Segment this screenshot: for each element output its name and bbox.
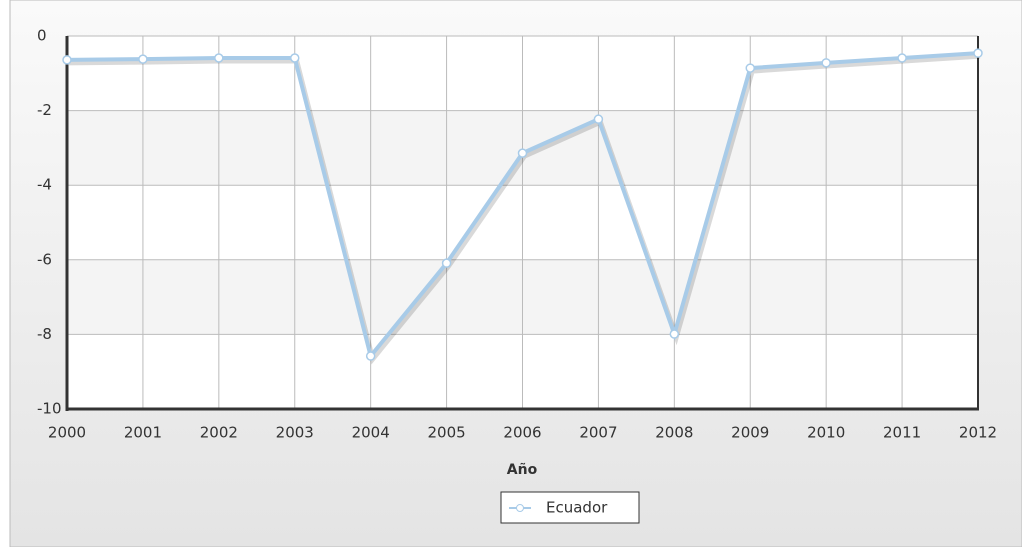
x-tick-label: 2012 — [959, 424, 997, 442]
y-tick-label: -4 — [37, 176, 52, 194]
point — [365, 351, 376, 361]
point — [214, 53, 224, 63]
y-tick-label: -10 — [37, 400, 62, 418]
x-tick-label: 2010 — [807, 424, 845, 442]
x-tick-label: 2005 — [427, 424, 465, 442]
point — [441, 258, 452, 268]
x-tick-label: 2003 — [276, 424, 314, 442]
y-tick-label: -8 — [37, 325, 52, 343]
point — [138, 54, 148, 64]
point — [897, 53, 907, 63]
x-tick-label: 2006 — [503, 424, 541, 442]
y-tick-label: 0 — [37, 27, 47, 45]
legend-marker — [516, 504, 524, 512]
point — [669, 329, 680, 339]
point — [62, 55, 72, 65]
point — [745, 63, 755, 73]
y-tick-label: -2 — [37, 101, 52, 119]
x-tick-label: 2009 — [731, 424, 769, 442]
point — [517, 148, 528, 158]
y-tick-label: -6 — [37, 250, 52, 268]
x-tick-label: 2007 — [579, 424, 617, 442]
x-tick-label: 2011 — [883, 424, 921, 442]
x-tick-label: 2004 — [352, 424, 390, 442]
x-tick-label: 2001 — [124, 424, 162, 442]
x-tick-label: 2008 — [655, 424, 693, 442]
point — [821, 58, 831, 68]
legend-label: Ecuador — [546, 499, 608, 517]
x-tick-label: 2000 — [48, 424, 86, 442]
point — [593, 114, 604, 124]
point — [290, 53, 300, 63]
x-axis-label: Año — [507, 462, 538, 478]
x-tick-label: 2002 — [200, 424, 238, 442]
point — [973, 48, 983, 58]
